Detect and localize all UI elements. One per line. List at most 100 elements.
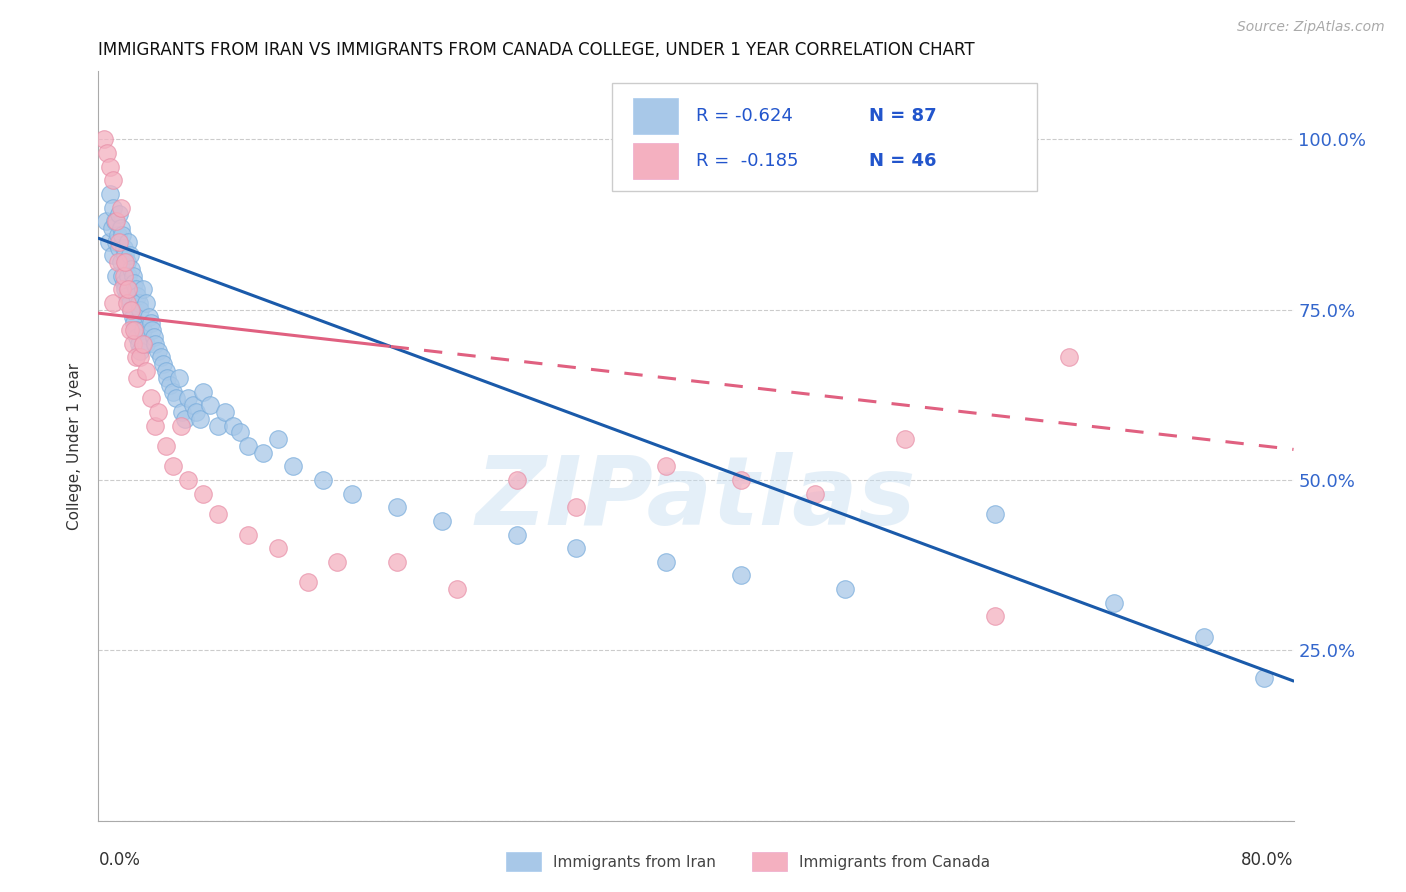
Point: [135, 336, 157, 351]
Point: [148, 343, 170, 358]
Point: [142, 330, 165, 344]
Point: [385, 500, 409, 515]
Point: [169, 418, 191, 433]
Point: [108, 207, 131, 221]
Point: [984, 609, 1007, 624]
Point: [207, 507, 229, 521]
Point: [506, 473, 529, 487]
Point: [207, 418, 229, 433]
Point: [108, 242, 131, 256]
Point: [107, 227, 129, 242]
FancyBboxPatch shape: [633, 143, 678, 178]
Point: [108, 235, 131, 249]
Point: [342, 486, 364, 500]
Point: [156, 371, 179, 385]
Point: [252, 446, 274, 460]
Point: [152, 357, 174, 371]
Point: [267, 432, 290, 446]
Point: [127, 330, 149, 344]
Point: [155, 439, 177, 453]
Point: [97, 235, 120, 249]
Point: [446, 582, 468, 596]
Point: [984, 507, 1007, 521]
Point: [115, 289, 138, 303]
Point: [135, 364, 157, 378]
Point: [105, 268, 128, 283]
Point: [111, 227, 134, 242]
Point: [115, 296, 138, 310]
Point: [132, 282, 155, 296]
Point: [98, 186, 122, 201]
Point: [804, 486, 827, 500]
Text: ZIPatlas: ZIPatlas: [475, 452, 917, 545]
Point: [565, 541, 588, 556]
Point: [132, 336, 155, 351]
Text: 0.0%: 0.0%: [98, 851, 141, 869]
Point: [129, 351, 152, 365]
Point: [105, 214, 128, 228]
Point: [124, 276, 146, 290]
Point: [1253, 671, 1275, 685]
Point: [172, 405, 194, 419]
Point: [125, 282, 148, 296]
Text: Immigrants from Canada: Immigrants from Canada: [799, 855, 990, 870]
Point: [104, 214, 127, 228]
Point: [430, 514, 453, 528]
Y-axis label: College, Under 1 year: College, Under 1 year: [67, 362, 83, 530]
Point: [121, 268, 143, 283]
Text: Immigrants from Iran: Immigrants from Iran: [553, 855, 716, 870]
Point: [129, 302, 152, 317]
Point: [118, 248, 141, 262]
Point: [150, 351, 173, 365]
Point: [93, 132, 115, 146]
Point: [236, 527, 259, 541]
Point: [118, 296, 141, 310]
Point: [117, 268, 139, 283]
Point: [167, 371, 190, 385]
Text: 80.0%: 80.0%: [1241, 851, 1294, 869]
Point: [141, 323, 163, 337]
Point: [834, 582, 856, 596]
Point: [124, 323, 146, 337]
Point: [181, 398, 204, 412]
Point: [506, 527, 529, 541]
Point: [200, 398, 222, 412]
Point: [143, 418, 166, 433]
Point: [128, 296, 150, 310]
Point: [155, 364, 177, 378]
Point: [159, 377, 181, 392]
Point: [174, 411, 197, 425]
Point: [184, 405, 207, 419]
Point: [565, 500, 588, 515]
Point: [118, 323, 141, 337]
Point: [110, 255, 132, 269]
Point: [655, 555, 678, 569]
Point: [311, 473, 333, 487]
Point: [115, 255, 138, 269]
Point: [112, 242, 135, 256]
Point: [103, 173, 125, 187]
Point: [191, 384, 214, 399]
Point: [120, 261, 142, 276]
Point: [120, 302, 142, 317]
FancyBboxPatch shape: [613, 83, 1036, 191]
Text: N = 46: N = 46: [869, 152, 936, 169]
Point: [162, 384, 184, 399]
Point: [128, 336, 150, 351]
Point: [121, 310, 143, 324]
Point: [112, 268, 135, 283]
Point: [132, 323, 155, 337]
Text: Source: ZipAtlas.com: Source: ZipAtlas.com: [1237, 20, 1385, 34]
Point: [191, 486, 214, 500]
Point: [1059, 351, 1081, 365]
Point: [114, 282, 136, 296]
Point: [139, 317, 162, 331]
Point: [98, 160, 122, 174]
Point: [127, 289, 149, 303]
Point: [138, 310, 160, 324]
Point: [117, 235, 139, 249]
Point: [148, 405, 170, 419]
Point: [1192, 630, 1215, 644]
Point: [162, 459, 184, 474]
Point: [222, 418, 245, 433]
